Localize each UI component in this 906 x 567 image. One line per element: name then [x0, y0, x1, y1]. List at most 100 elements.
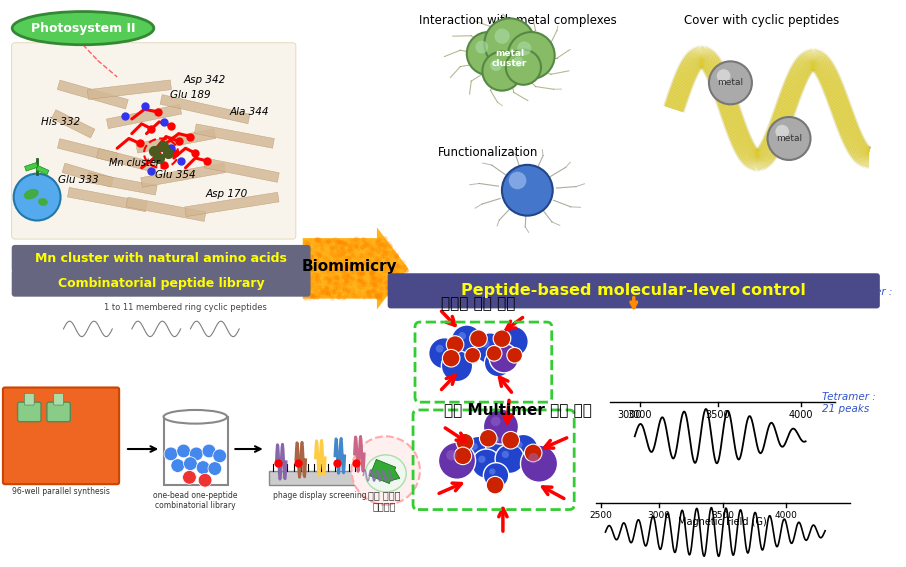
Circle shape — [198, 473, 212, 487]
Text: Biomimicry: Biomimicry — [302, 259, 398, 274]
Circle shape — [489, 344, 518, 373]
Text: Magnetic
Coupled Dimer :
11 peaks: Magnetic Coupled Dimer : 11 peaks — [807, 275, 892, 308]
FancyArrow shape — [87, 80, 171, 99]
Circle shape — [14, 174, 61, 221]
Circle shape — [504, 333, 512, 341]
FancyArrow shape — [52, 109, 95, 138]
Text: 2500: 2500 — [589, 510, 612, 519]
Text: 생체 모방형
무기시제: 생체 모방형 무기시제 — [369, 490, 401, 511]
Circle shape — [482, 340, 489, 348]
Circle shape — [502, 451, 509, 458]
Text: His 332: His 332 — [41, 117, 80, 127]
Ellipse shape — [365, 455, 406, 492]
Text: Peptide-based molecular-level control: Peptide-based molecular-level control — [461, 284, 806, 298]
Circle shape — [484, 463, 509, 488]
Circle shape — [485, 18, 535, 69]
Circle shape — [476, 41, 488, 53]
FancyBboxPatch shape — [24, 393, 34, 405]
Circle shape — [502, 431, 519, 449]
Text: metal
cluster: metal cluster — [492, 49, 527, 68]
Circle shape — [516, 441, 523, 448]
Bar — [164, 417, 227, 485]
Circle shape — [208, 462, 222, 475]
Text: Glu 189: Glu 189 — [170, 90, 211, 100]
Circle shape — [171, 459, 185, 472]
FancyArrow shape — [195, 124, 275, 148]
Circle shape — [451, 325, 482, 356]
Circle shape — [767, 117, 811, 160]
Text: 96-well parallel synthesis: 96-well parallel synthesis — [12, 487, 110, 496]
FancyArrow shape — [160, 95, 250, 124]
FancyBboxPatch shape — [388, 273, 880, 308]
Text: 3000: 3000 — [648, 510, 670, 519]
Text: 3500: 3500 — [711, 510, 734, 519]
FancyArrow shape — [136, 129, 216, 153]
Circle shape — [436, 345, 444, 353]
Circle shape — [507, 32, 554, 79]
Text: 1 to 11 membered ring cyclic peptides: 1 to 11 membered ring cyclic peptides — [104, 303, 267, 312]
Circle shape — [352, 437, 419, 505]
Circle shape — [213, 449, 226, 463]
Circle shape — [189, 447, 203, 461]
Circle shape — [482, 52, 522, 91]
FancyArrow shape — [57, 139, 119, 163]
Text: Functionalization: Functionalization — [439, 146, 538, 159]
Circle shape — [490, 356, 497, 362]
Circle shape — [202, 444, 216, 458]
Circle shape — [484, 409, 518, 444]
Circle shape — [467, 32, 510, 75]
Text: Glu 333: Glu 333 — [58, 175, 99, 185]
Circle shape — [447, 336, 464, 353]
Ellipse shape — [12, 11, 154, 45]
FancyArrow shape — [63, 163, 113, 187]
Circle shape — [487, 476, 504, 494]
Text: Interaction with metal complexes: Interaction with metal complexes — [419, 15, 616, 27]
FancyArrow shape — [185, 192, 279, 217]
Text: 3000: 3000 — [618, 410, 642, 420]
Circle shape — [164, 447, 178, 461]
FancyBboxPatch shape — [53, 393, 63, 405]
Circle shape — [197, 461, 210, 475]
Circle shape — [475, 333, 506, 364]
Circle shape — [489, 468, 496, 475]
Circle shape — [464, 437, 493, 466]
Circle shape — [492, 436, 499, 443]
Ellipse shape — [38, 198, 48, 206]
Text: Mn cluster with natural amino acids: Mn cluster with natural amino acids — [35, 252, 287, 265]
Circle shape — [525, 444, 542, 462]
Text: phage display screening: phage display screening — [273, 491, 366, 500]
Circle shape — [448, 357, 457, 365]
Text: Combinatorial peptide library: Combinatorial peptide library — [58, 277, 265, 290]
FancyArrow shape — [126, 197, 206, 221]
Ellipse shape — [24, 189, 39, 200]
Circle shape — [441, 350, 473, 382]
Circle shape — [495, 444, 525, 473]
Circle shape — [776, 125, 789, 138]
Circle shape — [497, 326, 528, 357]
Text: 4000: 4000 — [775, 510, 797, 519]
Circle shape — [485, 349, 512, 376]
Text: 최종 Multimer 구현 시제: 최종 Multimer 구현 시제 — [444, 403, 592, 417]
Text: metal: metal — [718, 78, 744, 87]
FancyArrow shape — [204, 158, 279, 183]
FancyArrow shape — [24, 163, 38, 171]
FancyBboxPatch shape — [3, 387, 119, 484]
FancyBboxPatch shape — [12, 43, 296, 239]
FancyArrow shape — [36, 166, 49, 175]
Circle shape — [184, 457, 198, 471]
Circle shape — [429, 338, 460, 369]
Text: 3500: 3500 — [706, 410, 730, 420]
Circle shape — [495, 28, 510, 44]
Bar — [268, 471, 371, 485]
Circle shape — [506, 50, 541, 85]
Text: Glu 354: Glu 354 — [156, 170, 196, 180]
Circle shape — [502, 165, 553, 215]
Text: Mn cluster: Mn cluster — [110, 158, 160, 168]
Text: Tetramer :
21 peaks: Tetramer : 21 peaks — [823, 392, 876, 414]
FancyArrow shape — [96, 149, 158, 172]
FancyBboxPatch shape — [47, 402, 71, 422]
Text: Magnetic Field (G): Magnetic Field (G) — [679, 517, 767, 527]
Circle shape — [517, 41, 531, 56]
Circle shape — [486, 429, 515, 459]
Text: Asp 342: Asp 342 — [184, 75, 226, 85]
